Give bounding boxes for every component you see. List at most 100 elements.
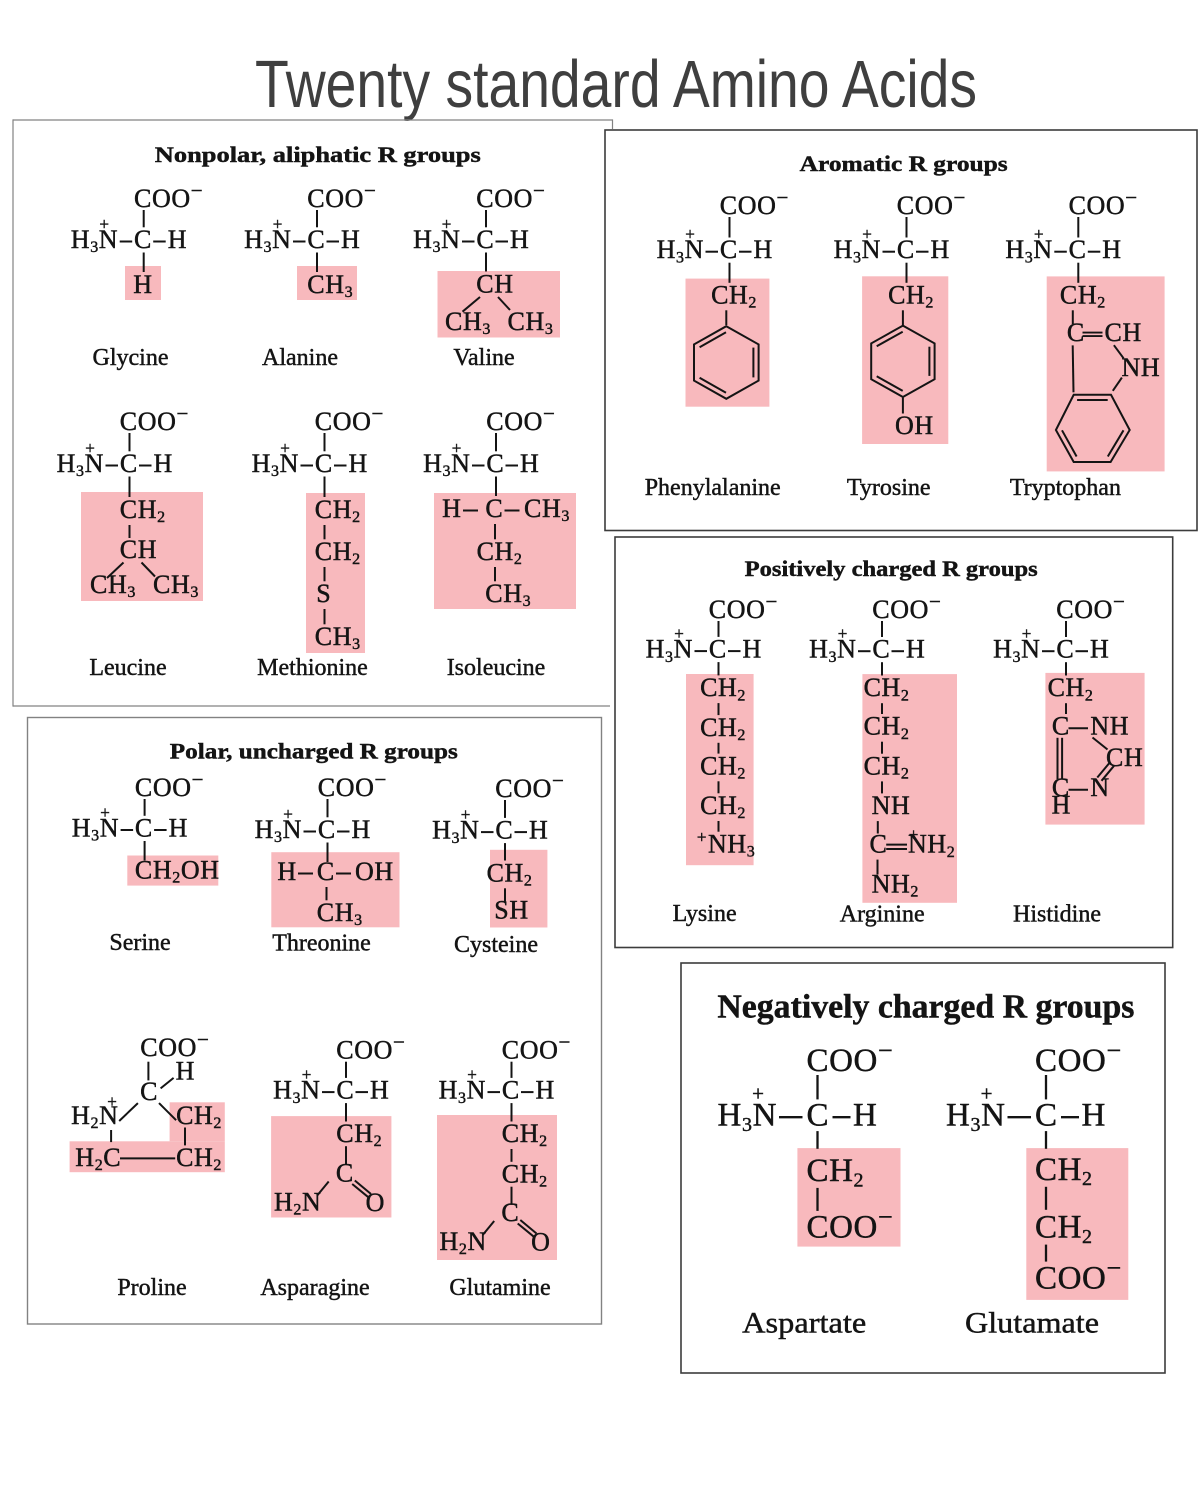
- svg-text:CH2: CH2: [888, 281, 934, 312]
- svg-text:H3N: H3N: [57, 449, 104, 480]
- svg-text:H3N: H3N: [71, 225, 118, 256]
- svg-text:CH2: CH2: [700, 751, 746, 782]
- svg-text:CH3: CH3: [317, 898, 363, 929]
- svg-text:C: C: [315, 449, 332, 478]
- svg-text:CH2: CH2: [502, 1119, 548, 1150]
- svg-text:O: O: [366, 1188, 385, 1217]
- svg-text:H: H: [341, 225, 360, 254]
- svg-text:+: +: [302, 1065, 312, 1084]
- svg-text:H3N: H3N: [834, 235, 881, 266]
- svg-text:Threonine: Threonine: [272, 931, 371, 957]
- svg-text:COO−: COO−: [807, 1202, 894, 1245]
- svg-text:C: C: [140, 1077, 157, 1106]
- svg-text:C: C: [476, 225, 493, 254]
- svg-text:H: H: [349, 449, 368, 478]
- svg-text:H: H: [853, 1097, 877, 1133]
- svg-text:CH: CH: [476, 270, 513, 299]
- svg-text:C: C: [1052, 712, 1069, 741]
- svg-text:COO−: COO−: [872, 589, 941, 624]
- svg-text:C: C: [501, 1198, 518, 1227]
- svg-text:CH3: CH3: [524, 494, 570, 525]
- svg-text:C: C: [1067, 318, 1084, 347]
- svg-text:CH2: CH2: [487, 858, 533, 889]
- svg-text:CH3: CH3: [485, 579, 531, 610]
- svg-text:H3N: H3N: [423, 449, 470, 480]
- svg-text:COO−: COO−: [336, 1030, 405, 1065]
- svg-text:Histidine: Histidine: [1013, 902, 1101, 928]
- svg-text:COO−: COO−: [315, 401, 384, 436]
- svg-text:H: H: [169, 814, 188, 843]
- svg-text:C: C: [1052, 773, 1069, 802]
- svg-text:H3N: H3N: [657, 235, 704, 266]
- svg-text:Leucine: Leucine: [89, 655, 166, 681]
- svg-text:H3N: H3N: [252, 449, 299, 480]
- svg-text:CH2: CH2: [700, 673, 746, 704]
- svg-text:H: H: [906, 635, 925, 664]
- svg-text:+: +: [283, 805, 293, 824]
- svg-text:O: O: [531, 1227, 550, 1256]
- svg-text:C: C: [486, 449, 503, 478]
- svg-text:CH: CH: [120, 535, 157, 564]
- svg-text:CH2: CH2: [700, 791, 746, 822]
- svg-text:H3N: H3N: [809, 635, 856, 666]
- svg-text:CH2: CH2: [711, 281, 757, 312]
- svg-text:C: C: [1035, 1097, 1057, 1133]
- svg-text:Aromatic R groups: Aromatic R groups: [800, 151, 1008, 176]
- svg-text:C: C: [336, 1159, 353, 1188]
- svg-text:Alanine: Alanine: [262, 345, 338, 371]
- svg-text:H: H: [529, 816, 548, 845]
- svg-text:+: +: [1034, 225, 1044, 244]
- svg-text:S: S: [316, 579, 330, 608]
- svg-text:C: C: [317, 857, 334, 886]
- svg-text:H: H: [176, 1057, 195, 1086]
- svg-text:C: C: [1056, 635, 1073, 664]
- svg-text:CH2: CH2: [176, 1101, 222, 1132]
- svg-text:CH2: CH2: [315, 537, 361, 568]
- svg-text:Isoleucine: Isoleucine: [447, 655, 546, 681]
- svg-text:+: +: [697, 828, 707, 847]
- svg-text:C: C: [870, 830, 887, 859]
- svg-text:COO−: COO−: [709, 589, 778, 624]
- svg-text:H3N: H3N: [432, 816, 479, 847]
- svg-text:H: H: [1082, 1097, 1106, 1133]
- svg-text:Tyrosine: Tyrosine: [847, 475, 931, 501]
- svg-text:COO−: COO−: [720, 185, 789, 220]
- svg-text:Valine: Valine: [453, 345, 514, 371]
- svg-text:COO−: COO−: [307, 178, 376, 213]
- svg-text:H2N: H2N: [274, 1187, 321, 1218]
- svg-text:NH: NH: [1122, 353, 1161, 382]
- svg-text:C: C: [709, 635, 726, 664]
- svg-text:H: H: [754, 235, 773, 264]
- svg-text:NH: NH: [1090, 712, 1129, 741]
- svg-text:CH2: CH2: [176, 1143, 222, 1174]
- svg-text:CH3: CH3: [90, 570, 136, 601]
- svg-text:CH2: CH2: [477, 537, 523, 568]
- svg-text:C: C: [872, 635, 889, 664]
- svg-text:H: H: [442, 494, 461, 523]
- svg-text:C: C: [495, 816, 512, 845]
- svg-text:H: H: [352, 815, 371, 844]
- svg-text:Glutamate: Glutamate: [965, 1307, 1099, 1340]
- svg-text:H: H: [1052, 791, 1071, 820]
- svg-text:CH: CH: [1105, 318, 1142, 347]
- svg-text:Polar, uncharged R groups: Polar, uncharged R groups: [170, 739, 458, 764]
- svg-text:NH2: NH2: [908, 830, 955, 861]
- svg-text:CH3: CH3: [153, 570, 199, 601]
- svg-text:H3N: H3N: [244, 225, 291, 256]
- svg-text:C: C: [720, 235, 737, 264]
- svg-text:H2C: H2C: [75, 1143, 121, 1174]
- svg-text:CH3: CH3: [307, 270, 353, 301]
- svg-text:H3N: H3N: [1005, 235, 1052, 266]
- svg-text:+: +: [981, 1081, 993, 1105]
- svg-text:+: +: [862, 225, 872, 244]
- svg-text:OH: OH: [355, 857, 394, 886]
- svg-text:H3N: H3N: [273, 1076, 320, 1107]
- svg-text:COO−: COO−: [135, 767, 204, 802]
- svg-text:H: H: [370, 1076, 389, 1105]
- svg-text:H: H: [277, 857, 296, 886]
- svg-text:H3N: H3N: [718, 1097, 777, 1135]
- svg-text:H: H: [510, 225, 529, 254]
- svg-text:C: C: [485, 494, 502, 523]
- svg-text:Lysine: Lysine: [673, 901, 737, 927]
- svg-text:H3N: H3N: [413, 225, 460, 256]
